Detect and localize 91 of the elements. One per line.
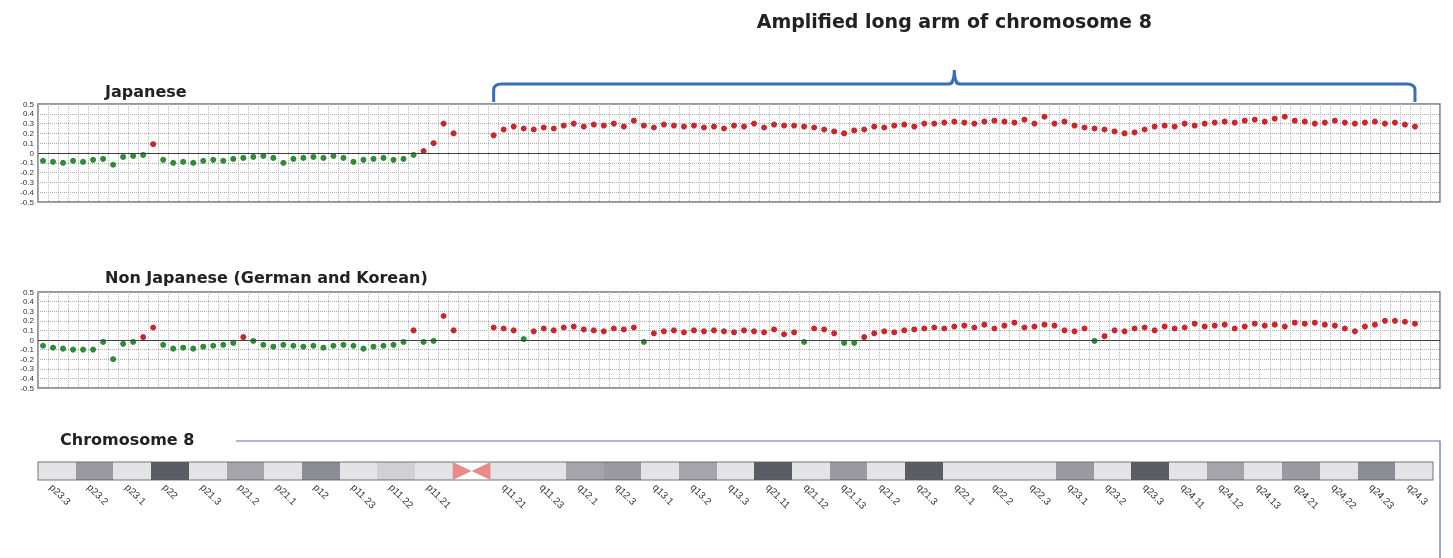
y-tick-label: -0.3 <box>20 177 35 187</box>
chart-title: Non Japanese (German and Korean) <box>105 267 428 287</box>
y-tick-label: -0.2 <box>20 354 35 364</box>
point <box>200 157 207 164</box>
y-tick-label: 0.3 <box>22 119 35 129</box>
point <box>390 156 397 163</box>
y-tick-label: 0.5 <box>22 99 35 109</box>
point <box>380 342 387 349</box>
point <box>220 341 227 348</box>
point <box>300 154 307 161</box>
point <box>210 342 217 349</box>
point <box>280 159 287 166</box>
point <box>310 342 317 349</box>
point <box>320 154 327 161</box>
point <box>400 155 407 162</box>
point <box>260 341 267 348</box>
y-tick-label: 0.1 <box>22 325 35 335</box>
point <box>60 159 67 166</box>
chart-title: Japanese <box>104 81 187 101</box>
point <box>90 156 97 163</box>
point <box>110 356 117 363</box>
point <box>170 345 177 352</box>
y-tick-label: 0.4 <box>22 109 35 119</box>
point <box>180 344 187 351</box>
point <box>50 344 57 351</box>
y-tick-label: -0.5 <box>20 383 35 393</box>
point <box>240 154 247 161</box>
point <box>340 341 347 348</box>
point <box>220 157 227 164</box>
point <box>370 155 377 162</box>
y-tick-label: -0.2 <box>20 168 35 178</box>
point <box>210 156 217 163</box>
point <box>160 156 167 163</box>
y-tick-label: 0.5 <box>22 287 35 297</box>
y-tick-label: 0.1 <box>22 138 35 148</box>
point <box>170 159 177 166</box>
point <box>310 153 317 160</box>
point <box>270 154 277 161</box>
y-tick-label: -0.5 <box>20 197 35 207</box>
text: Amplified long arm of chromosome 8 <box>756 10 1152 32</box>
point <box>70 157 77 164</box>
y-tick-label: 0.2 <box>22 316 35 326</box>
point <box>160 341 167 348</box>
y-tick-label: -0.3 <box>20 364 35 374</box>
y-tick-label: 0 <box>29 148 35 158</box>
point <box>190 345 197 352</box>
point <box>851 339 858 346</box>
point <box>390 341 397 348</box>
point <box>50 158 57 165</box>
point <box>180 158 187 165</box>
point <box>340 154 347 161</box>
y-tick-label: 0 <box>29 335 35 345</box>
point <box>300 343 307 350</box>
point <box>350 342 357 349</box>
category-label: p12 <box>311 481 332 502</box>
point <box>370 343 377 350</box>
point <box>360 156 367 163</box>
point <box>110 161 117 168</box>
point <box>190 159 197 166</box>
point <box>100 155 107 162</box>
text: Chromosome 8 <box>60 430 195 449</box>
point <box>250 153 257 160</box>
point <box>270 343 277 350</box>
point <box>200 343 207 350</box>
point <box>70 346 77 353</box>
point <box>90 346 97 353</box>
point <box>80 346 87 353</box>
y-tick-label: -0.1 <box>20 345 35 355</box>
category-label: p22 <box>160 481 181 502</box>
point <box>60 345 67 352</box>
point <box>330 342 337 349</box>
y-tick-label: 0.3 <box>22 306 35 316</box>
point <box>120 340 127 347</box>
point <box>320 344 327 351</box>
point <box>230 155 237 162</box>
y-tick-label: -0.4 <box>20 373 35 383</box>
point <box>280 341 287 348</box>
point <box>380 154 387 161</box>
point <box>40 342 47 349</box>
point <box>80 158 87 165</box>
y-tick-label: 0.4 <box>22 297 35 307</box>
point <box>120 153 127 160</box>
point <box>841 339 848 346</box>
point <box>350 158 357 165</box>
point <box>290 155 297 162</box>
point <box>40 157 47 164</box>
y-tick-label: -0.4 <box>20 187 35 197</box>
y-tick-label: -0.1 <box>20 158 35 168</box>
point <box>290 342 297 349</box>
y-tick-label: 0.2 <box>22 128 35 138</box>
point <box>360 345 367 352</box>
